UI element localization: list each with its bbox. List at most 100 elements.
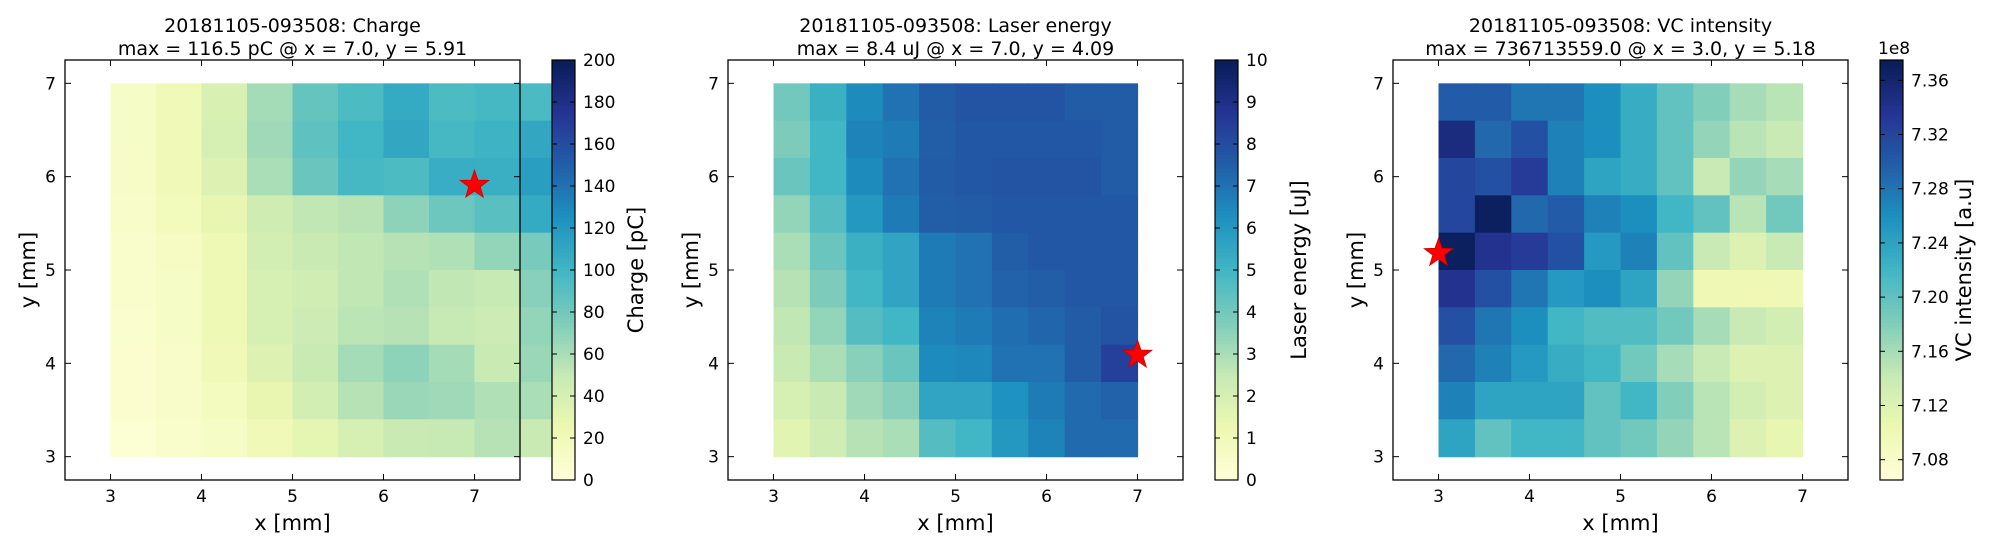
colorbar-segment bbox=[552, 67, 575, 72]
colorbar-tick-label: 0 bbox=[583, 471, 594, 491]
heatmap-cell bbox=[1028, 307, 1066, 346]
heatmap-cell bbox=[1028, 120, 1066, 159]
chart-subtitle: max = 8.4 uJ @ x = 7.0, y = 4.09 bbox=[797, 38, 1114, 60]
colorbar-segment bbox=[1880, 378, 1903, 383]
heatmap-cell bbox=[474, 158, 521, 196]
colorbar-segment bbox=[1215, 175, 1238, 180]
heatmap-cell bbox=[429, 419, 476, 458]
heatmap-cell bbox=[1028, 158, 1066, 196]
colorbar-segment bbox=[1215, 431, 1238, 436]
colorbar-segment bbox=[552, 81, 575, 86]
heatmap-cell bbox=[338, 382, 385, 420]
colorbar-tick-label: 200 bbox=[583, 51, 615, 71]
heatmap-cell bbox=[1620, 344, 1658, 383]
colorbar-segment bbox=[1215, 161, 1238, 166]
colorbar-segment bbox=[1215, 210, 1238, 215]
heatmap-cell bbox=[201, 158, 248, 196]
colorbar-exponent: 1e8 bbox=[1878, 39, 1910, 59]
chart-subtitle: max = 736713559.0 @ x = 3.0, y = 5.18 bbox=[1425, 38, 1815, 60]
colorbar-segment bbox=[1880, 459, 1903, 464]
heatmap-cell bbox=[1656, 232, 1694, 271]
colorbar-segment bbox=[552, 431, 575, 436]
colorbar-segment bbox=[1880, 448, 1903, 453]
heatmap-cell bbox=[882, 270, 920, 308]
heatmap-cell bbox=[429, 83, 476, 122]
heatmap-cell bbox=[955, 270, 993, 308]
colorbar-segment bbox=[1880, 137, 1903, 142]
heatmap-cell bbox=[383, 382, 430, 420]
colorbar-segment bbox=[1880, 252, 1903, 257]
heatmap-cell bbox=[846, 83, 884, 122]
heatmap-cell bbox=[1064, 419, 1102, 458]
colorbar-segment bbox=[1880, 266, 1903, 271]
heatmap-cell bbox=[955, 344, 993, 383]
colorbar-segment bbox=[1880, 249, 1903, 254]
heatmap-cell bbox=[846, 270, 884, 308]
colorbar-segment bbox=[1215, 466, 1238, 471]
heatmap-cell bbox=[1101, 270, 1139, 308]
heatmap-cell bbox=[429, 232, 476, 271]
heatmap-cell bbox=[1656, 83, 1694, 122]
heatmap-cell bbox=[773, 232, 811, 271]
colorbar-segment bbox=[1215, 294, 1238, 299]
heatmap-cell bbox=[882, 382, 920, 420]
heatmap-cell bbox=[1511, 382, 1549, 420]
colorbar-segment bbox=[1880, 179, 1903, 184]
colorbar-segment bbox=[1880, 287, 1903, 292]
heatmap-cell bbox=[338, 195, 385, 234]
x-axis-label: x [mm] bbox=[1582, 511, 1658, 535]
colorbar-segment bbox=[1880, 270, 1903, 275]
colorbar-tick-label: 7.24 bbox=[1911, 234, 1949, 254]
colorbar-segment bbox=[1880, 399, 1903, 404]
colorbar-tick-label: 7.08 bbox=[1911, 451, 1949, 471]
heatmap-cell bbox=[383, 83, 430, 122]
heatmap-cell bbox=[1511, 232, 1549, 271]
colorbar-segment bbox=[552, 259, 575, 264]
colorbar-segment bbox=[1215, 438, 1238, 443]
heatmap-cell bbox=[474, 344, 521, 383]
colorbar-tick-label: 10 bbox=[1246, 51, 1268, 71]
heatmap-cell bbox=[991, 270, 1029, 308]
heatmap-cell bbox=[474, 120, 521, 159]
heatmap-cell bbox=[110, 419, 157, 458]
colorbar-segment bbox=[552, 123, 575, 128]
x-tick-label: 3 bbox=[768, 487, 779, 507]
heatmap-cell bbox=[919, 232, 957, 271]
heatmap-cell bbox=[1766, 382, 1804, 420]
colorbar-segment bbox=[1880, 315, 1903, 320]
colorbar-segment bbox=[1880, 242, 1903, 247]
colorbar-segment bbox=[552, 361, 575, 366]
heatmap-cell bbox=[1656, 419, 1694, 458]
heatmap-cell bbox=[292, 307, 339, 346]
colorbar-segment bbox=[552, 350, 575, 355]
heatmap-cell bbox=[1729, 232, 1767, 271]
colorbar-segment bbox=[1880, 263, 1903, 268]
colorbar-segment bbox=[552, 63, 575, 68]
colorbar-segment bbox=[1215, 109, 1238, 114]
colorbar-segment bbox=[1215, 305, 1238, 310]
x-tick-label: 4 bbox=[196, 487, 207, 507]
heatmap-cell bbox=[1028, 270, 1066, 308]
colorbar-segment bbox=[552, 305, 575, 310]
colorbar-segment bbox=[552, 287, 575, 292]
colorbar-segment bbox=[552, 392, 575, 397]
heatmap-cell bbox=[429, 344, 476, 383]
heatmap-cell bbox=[1766, 232, 1804, 271]
x-tick-label: 3 bbox=[105, 487, 116, 507]
colorbar-segment bbox=[1215, 266, 1238, 271]
heatmap-cell bbox=[1620, 382, 1658, 420]
colorbar-segment bbox=[1880, 182, 1903, 187]
heatmap-cell bbox=[1729, 307, 1767, 346]
heatmap-cell bbox=[1511, 195, 1549, 234]
colorbar-segment bbox=[1880, 476, 1903, 481]
colorbar-segment bbox=[1215, 301, 1238, 306]
colorbar-segment bbox=[552, 256, 575, 261]
colorbar-segment bbox=[1215, 238, 1238, 243]
colorbar-segment bbox=[552, 343, 575, 348]
heatmap-cell bbox=[247, 195, 294, 234]
colorbar-segment bbox=[552, 473, 575, 478]
colorbar-segment bbox=[1880, 350, 1903, 355]
colorbar-segment bbox=[1215, 364, 1238, 369]
colorbar-segment bbox=[1215, 427, 1238, 432]
colorbar-segment bbox=[1215, 312, 1238, 317]
